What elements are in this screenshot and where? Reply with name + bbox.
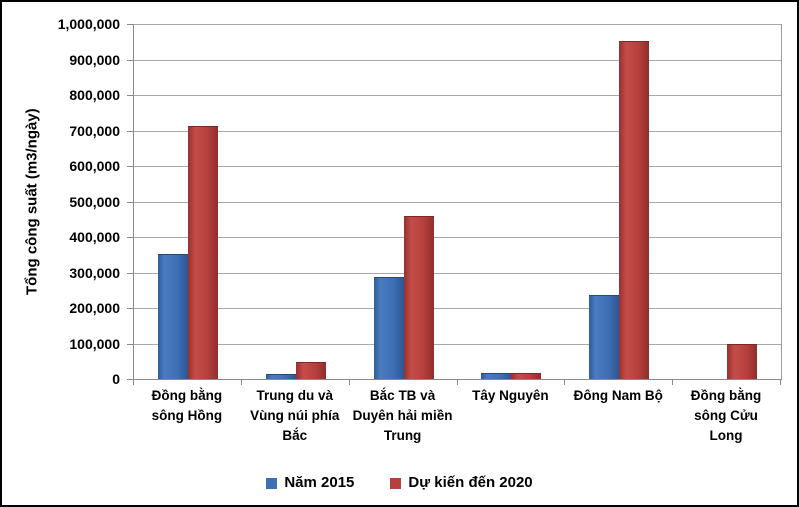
gridline bbox=[134, 166, 781, 167]
x-axis-tick bbox=[133, 380, 134, 385]
gridline bbox=[134, 272, 781, 274]
y-axis-tick bbox=[127, 308, 133, 309]
y-axis-tick-label: 900,000 bbox=[69, 51, 120, 68]
chart-bar bbox=[589, 294, 620, 379]
gridline bbox=[134, 130, 781, 132]
x-axis-tick bbox=[348, 380, 350, 385]
legend-label-2020: Dự kiến đến 2020 bbox=[408, 474, 533, 491]
y-axis-tick-label: 100,000 bbox=[69, 335, 120, 352]
gridline bbox=[134, 201, 781, 203]
x-axis-category-label: Trung du và Vùng núi phía Bắc bbox=[250, 388, 340, 443]
y-axis-tick-label: 600,000 bbox=[69, 158, 120, 174]
y-axis-tick-label: 0 bbox=[112, 371, 120, 387]
y-axis-tick bbox=[127, 379, 133, 380]
gridline bbox=[134, 59, 781, 61]
gridline bbox=[134, 24, 781, 25]
chart-bar bbox=[619, 40, 650, 379]
y-axis-tick bbox=[127, 237, 133, 238]
x-axis-category-label: Đồng bằng sông Hồng bbox=[151, 388, 223, 423]
y-axis-tick bbox=[127, 95, 133, 96]
chart-bar bbox=[727, 344, 758, 379]
legend-label-2015: Năm 2015 bbox=[284, 474, 355, 491]
legend-swatch-2020 bbox=[390, 477, 402, 489]
x-axis-tick bbox=[456, 380, 458, 385]
plot-area bbox=[133, 24, 782, 380]
x-axis-tick bbox=[780, 380, 781, 385]
chart-bar bbox=[511, 373, 542, 379]
legend-swatch-2015 bbox=[266, 477, 278, 489]
chart-bar bbox=[373, 276, 404, 379]
y-axis-tick bbox=[127, 201, 133, 203]
y-axis-tick bbox=[127, 59, 133, 61]
y-axis-tick bbox=[127, 24, 133, 25]
y-axis-tick bbox=[127, 166, 133, 167]
legend: Năm 2015 Dự kiến đến 2020 bbox=[2, 474, 797, 491]
y-axis-tick bbox=[127, 130, 133, 132]
chart-bar bbox=[265, 374, 296, 379]
x-axis-tick bbox=[564, 380, 566, 385]
y-axis-tick-label: 700,000 bbox=[69, 122, 120, 139]
chart-bar bbox=[295, 362, 326, 379]
x-axis-category-label: Đồng bằng sông Cửu Long bbox=[690, 388, 762, 443]
gridline bbox=[134, 95, 781, 96]
gridline bbox=[134, 237, 781, 238]
x-axis-category-label: Bắc TB và Duyên hải miền Trung bbox=[352, 388, 453, 443]
y-axis-tick-label: 400,000 bbox=[69, 229, 120, 245]
x-axis-category-labels: Đồng bằng sông Hồng Trung du và Vùng núi … bbox=[133, 386, 780, 446]
legend-item-2020: Dự kiến đến 2020 bbox=[390, 474, 533, 491]
legend-item-2015: Năm 2015 bbox=[266, 474, 354, 491]
chart-bar bbox=[481, 373, 512, 379]
chart-bar bbox=[403, 216, 434, 379]
gridline bbox=[134, 343, 781, 345]
x-axis-tick bbox=[672, 380, 674, 385]
x-axis-category-label: Đông Nam Bộ bbox=[573, 388, 663, 403]
y-axis-tick bbox=[127, 272, 133, 274]
y-axis-tick-label: 200,000 bbox=[69, 300, 120, 316]
x-axis-tick bbox=[240, 380, 242, 385]
chart-bar bbox=[187, 125, 218, 379]
y-axis-tick-label: 800,000 bbox=[69, 87, 120, 103]
y-axis-tick-label: 1,000,000 bbox=[57, 16, 120, 32]
y-axis-tick-label: 500,000 bbox=[69, 193, 120, 210]
y-axis-tick bbox=[127, 343, 133, 345]
gridline bbox=[134, 308, 781, 309]
y-axis-tick-label: 300,000 bbox=[69, 264, 120, 281]
x-axis-category-label: Tây Nguyên bbox=[472, 388, 549, 403]
chart-bar bbox=[157, 253, 188, 379]
